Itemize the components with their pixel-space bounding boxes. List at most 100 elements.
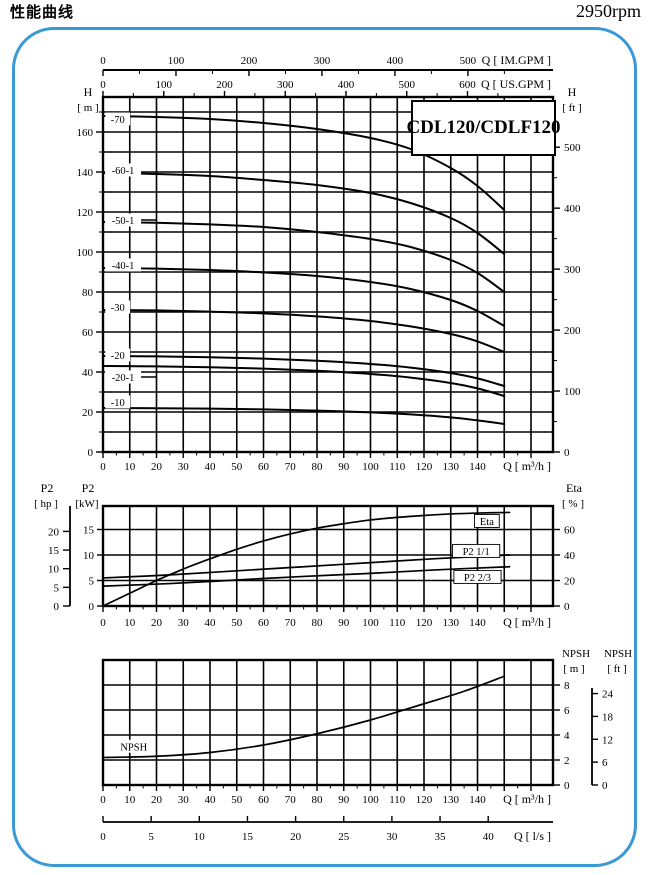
svg-text:0: 0 bbox=[100, 55, 106, 67]
svg-text:30: 30 bbox=[178, 461, 190, 473]
svg-text:-70: -70 bbox=[111, 115, 125, 126]
svg-text:P2: P2 bbox=[41, 481, 54, 495]
svg-text:0: 0 bbox=[564, 601, 570, 613]
svg-text:300: 300 bbox=[277, 79, 294, 91]
npsh-chart: 0 10 20 30 40 50 60 70 80 90 100 110 120 130 140 Q [ m³… bbox=[100, 648, 632, 843]
svg-text:[ m ]: [ m ] bbox=[563, 663, 584, 675]
svg-text:5: 5 bbox=[54, 582, 60, 594]
svg-text:20: 20 bbox=[82, 407, 94, 419]
svg-text:140: 140 bbox=[77, 167, 94, 179]
svg-text:160: 160 bbox=[77, 127, 94, 139]
svg-text:5: 5 bbox=[89, 576, 95, 588]
svg-text:120: 120 bbox=[416, 794, 433, 806]
svg-text:300: 300 bbox=[314, 55, 331, 67]
svg-text:-20: -20 bbox=[111, 351, 125, 362]
curve--40-1 bbox=[102, 267, 506, 327]
power-efficiency-chart: 0 10 20 30 40 50 60 70 80 90 100 110 120 130 140 Q [ m³… bbox=[34, 481, 584, 629]
svg-text:20: 20 bbox=[151, 617, 163, 629]
svg-text:10: 10 bbox=[194, 831, 206, 843]
svg-text:10: 10 bbox=[124, 794, 136, 806]
svg-text:120: 120 bbox=[416, 617, 433, 629]
model-label-box: CDL120/CDLF120 bbox=[406, 100, 561, 156]
svg-text:300: 300 bbox=[564, 264, 581, 276]
svg-text:Q [ m³/h ]: Q [ m³/h ] bbox=[503, 459, 551, 473]
curve-P2 2/3 bbox=[102, 565, 511, 587]
svg-text:15: 15 bbox=[242, 831, 254, 843]
svg-text:70: 70 bbox=[285, 617, 297, 629]
svg-text:40: 40 bbox=[205, 617, 217, 629]
svg-text:140: 140 bbox=[469, 617, 486, 629]
svg-text:Q [ IM.GPM ]: Q [ IM.GPM ] bbox=[482, 53, 551, 67]
curve--70 bbox=[102, 115, 506, 211]
svg-text:[ ft ]: [ ft ] bbox=[562, 102, 582, 114]
svg-text:H: H bbox=[568, 85, 577, 99]
svg-text:90: 90 bbox=[338, 461, 350, 473]
svg-text:NPSH: NPSH bbox=[120, 742, 147, 753]
svg-text:60: 60 bbox=[82, 327, 94, 339]
curve--50-1 bbox=[102, 221, 506, 293]
svg-text:8: 8 bbox=[564, 680, 570, 692]
svg-text:600: 600 bbox=[459, 79, 476, 91]
svg-text:-50-1: -50-1 bbox=[112, 216, 135, 227]
curve-label-P2 1/1: P2 1/1 bbox=[452, 543, 501, 558]
curve-label--20: -20 bbox=[105, 348, 131, 362]
svg-text:80: 80 bbox=[82, 287, 94, 299]
svg-text:120: 120 bbox=[77, 207, 94, 219]
svg-text:30: 30 bbox=[178, 794, 190, 806]
curve-label--30: -30 bbox=[105, 300, 131, 314]
svg-text:0: 0 bbox=[89, 601, 95, 613]
svg-text:110: 110 bbox=[389, 794, 406, 806]
svg-text:60: 60 bbox=[258, 794, 270, 806]
svg-text:70: 70 bbox=[285, 794, 297, 806]
svg-text:0: 0 bbox=[602, 780, 608, 792]
svg-text:140: 140 bbox=[469, 461, 486, 473]
svg-text:Eta: Eta bbox=[566, 481, 583, 495]
svg-text:[ ft ]: [ ft ] bbox=[607, 663, 627, 675]
svg-text:200: 200 bbox=[241, 55, 258, 67]
svg-text:200: 200 bbox=[216, 79, 233, 91]
svg-text:40: 40 bbox=[82, 367, 94, 379]
svg-text:0: 0 bbox=[564, 447, 570, 459]
page-title: 性能曲线 bbox=[10, 3, 75, 21]
curve--20-1 bbox=[102, 365, 506, 397]
curve-label--20-1: -20-1 bbox=[105, 370, 158, 384]
curve-NPSH bbox=[102, 675, 506, 759]
svg-text:30: 30 bbox=[178, 617, 190, 629]
curve--10 bbox=[102, 407, 506, 425]
svg-text:Q [ m³/h ]: Q [ m³/h ] bbox=[503, 615, 551, 629]
curve-label--60-1: -60-1 bbox=[105, 163, 142, 177]
curve--20 bbox=[102, 355, 506, 387]
model-label: CDL120/CDLF120 bbox=[406, 117, 561, 138]
svg-text:500: 500 bbox=[460, 55, 477, 67]
svg-text:50: 50 bbox=[231, 794, 243, 806]
svg-text:5: 5 bbox=[148, 831, 154, 843]
svg-text:25: 25 bbox=[338, 831, 350, 843]
svg-text:NPSH: NPSH bbox=[604, 648, 632, 660]
svg-text:500: 500 bbox=[399, 79, 416, 91]
svg-text:-40-1: -40-1 bbox=[112, 261, 135, 272]
curve-label-P2 2/3: P2 2/3 bbox=[453, 569, 502, 584]
svg-text:0: 0 bbox=[100, 831, 106, 843]
curve-label-NPSH: NPSH bbox=[118, 739, 149, 753]
svg-text:200: 200 bbox=[564, 325, 581, 337]
curve--30 bbox=[102, 309, 506, 353]
svg-text:[ m ]: [ m ] bbox=[77, 102, 98, 114]
svg-text:[ hp ]: [ hp ] bbox=[34, 498, 58, 510]
rpm-label: 2950rpm bbox=[576, 1, 641, 21]
svg-text:[ % ]: [ % ] bbox=[562, 498, 584, 510]
svg-text:400: 400 bbox=[564, 203, 581, 215]
svg-text:60: 60 bbox=[258, 461, 270, 473]
svg-text:6: 6 bbox=[564, 705, 570, 717]
svg-text:10: 10 bbox=[83, 550, 95, 562]
svg-text:[kW]: [kW] bbox=[75, 498, 98, 510]
svg-text:100: 100 bbox=[156, 79, 173, 91]
svg-text:130: 130 bbox=[443, 461, 460, 473]
svg-text:Q [ US.GPM ]: Q [ US.GPM ] bbox=[481, 77, 551, 91]
curve-label--50-1: -50-1 bbox=[105, 213, 158, 227]
svg-text:35: 35 bbox=[435, 831, 447, 843]
svg-text:130: 130 bbox=[443, 617, 460, 629]
svg-text:70: 70 bbox=[285, 461, 297, 473]
curve-label--10: -10 bbox=[105, 395, 131, 409]
svg-text:400: 400 bbox=[338, 79, 355, 91]
